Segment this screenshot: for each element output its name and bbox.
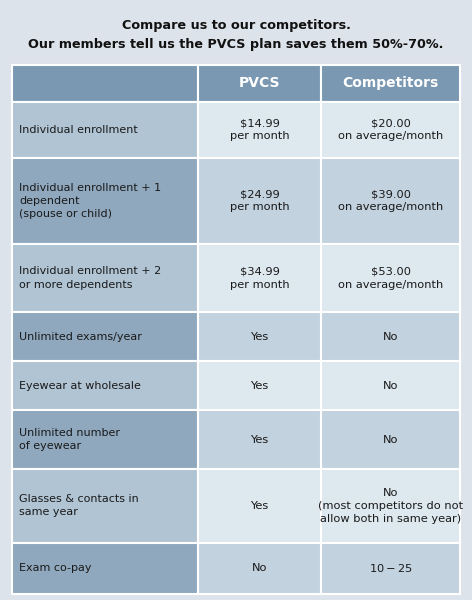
Text: Yes: Yes (251, 332, 269, 342)
Text: No: No (383, 332, 398, 342)
Bar (198, 244, 321, 312)
Text: Individual enrollment: Individual enrollment (19, 125, 138, 135)
Bar (321, 469, 460, 542)
Bar (12, 361, 198, 410)
Text: Glasses & contacts in
same year: Glasses & contacts in same year (19, 494, 139, 517)
Bar (321, 65, 460, 101)
Bar (12, 101, 198, 158)
Text: Individual enrollment + 1
dependent
(spouse or child): Individual enrollment + 1 dependent (spo… (19, 182, 161, 219)
Bar (12, 312, 198, 361)
Text: Yes: Yes (251, 381, 269, 391)
Bar (198, 361, 321, 410)
Text: Unlimited exams/year: Unlimited exams/year (19, 332, 142, 342)
Bar (198, 312, 321, 361)
Bar (198, 469, 321, 542)
Bar (321, 244, 460, 312)
Text: $24.99
per month: $24.99 per month (230, 189, 289, 212)
Text: Yes: Yes (251, 501, 269, 511)
Bar (12, 158, 198, 244)
Text: $20.00
on average/month: $20.00 on average/month (338, 118, 443, 142)
Bar (321, 410, 460, 469)
Text: $34.99
per month: $34.99 per month (230, 266, 289, 290)
Bar (12, 469, 198, 542)
Bar (321, 312, 460, 361)
Bar (12, 542, 198, 594)
Bar (321, 361, 460, 410)
Text: Eyewear at wholesale: Eyewear at wholesale (19, 381, 141, 391)
Bar (198, 158, 321, 244)
Text: Exam co-pay: Exam co-pay (19, 563, 92, 573)
Text: PVCS: PVCS (239, 76, 280, 90)
Bar (198, 65, 321, 101)
Text: No: No (383, 381, 398, 391)
Text: Compare us to our competitors.
Our members tell us the PVCS plan saves them 50%-: Compare us to our competitors. Our membe… (28, 19, 444, 52)
Bar (321, 101, 460, 158)
Bar (12, 6, 460, 65)
Bar (198, 410, 321, 469)
Text: Yes: Yes (251, 434, 269, 445)
Bar (321, 542, 460, 594)
Text: No
(most competitors do not
allow both in same year): No (most competitors do not allow both i… (318, 488, 463, 524)
Bar (198, 101, 321, 158)
Text: Individual enrollment + 2
or more dependents: Individual enrollment + 2 or more depend… (19, 266, 161, 290)
Bar (321, 158, 460, 244)
Text: $53.00
on average/month: $53.00 on average/month (338, 266, 443, 290)
Text: $10-$25: $10-$25 (369, 562, 413, 574)
Text: Unlimited number
of eyewear: Unlimited number of eyewear (19, 428, 120, 451)
Bar (198, 542, 321, 594)
Bar (12, 65, 198, 101)
Bar (12, 410, 198, 469)
Text: No: No (252, 563, 267, 573)
Text: Competitors: Competitors (343, 76, 439, 90)
Text: $14.99
per month: $14.99 per month (230, 118, 289, 142)
Text: No: No (383, 434, 398, 445)
Bar (12, 244, 198, 312)
Text: $39.00
on average/month: $39.00 on average/month (338, 189, 443, 212)
